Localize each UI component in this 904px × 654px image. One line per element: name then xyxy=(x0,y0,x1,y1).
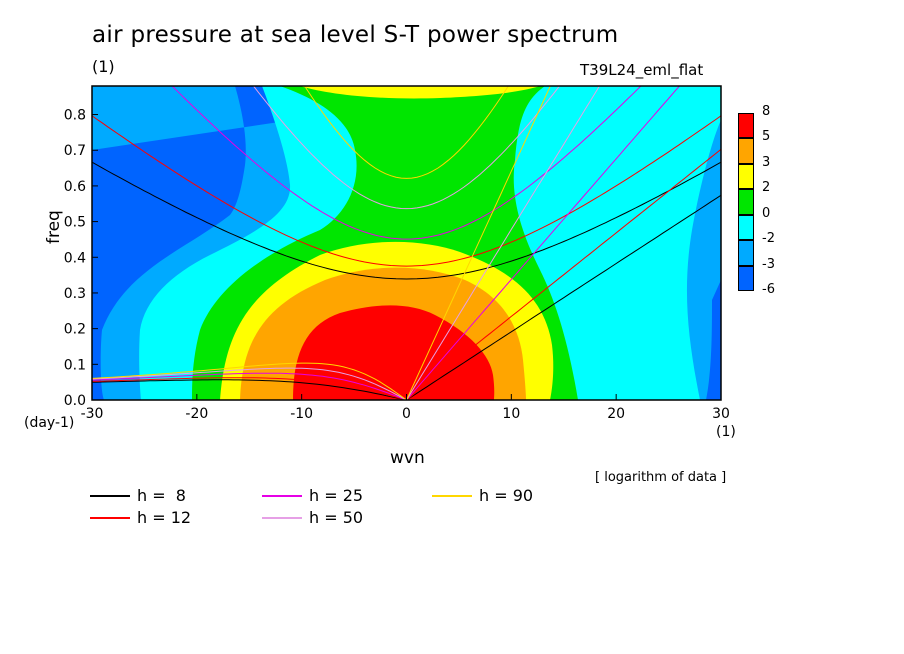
x-tick-label: 20 xyxy=(607,406,625,422)
colorbar-swatch xyxy=(738,113,754,139)
kelvin-curve xyxy=(406,86,681,400)
rossby-curve xyxy=(92,367,407,400)
log-note: [ logarithm of data ] xyxy=(595,470,727,485)
curve-legend: h = 8 h = 12 h = 25 h = 50 h = 90 xyxy=(90,486,610,530)
colorbar-label: -3 xyxy=(762,256,775,272)
contour-level-2-top xyxy=(300,86,540,99)
colorbar-label: 0 xyxy=(762,205,771,221)
rossby-curve xyxy=(92,362,407,400)
inertio-gravity-curve xyxy=(92,161,721,280)
kelvin-curve xyxy=(406,86,551,400)
colorbar-label: 5 xyxy=(762,129,771,145)
legend-label: h = 8 xyxy=(137,486,186,505)
y-tick-label: 0.7 xyxy=(64,143,86,159)
colorbar-swatch xyxy=(738,189,754,215)
x-axis-label: wvn xyxy=(390,448,425,468)
colorbar: 8 5 3 2 0 -2 -3 -6 xyxy=(738,104,775,297)
colorbar-label: -2 xyxy=(762,231,775,247)
y-tick-label: 0.6 xyxy=(64,179,86,195)
inertio-gravity-curve xyxy=(304,86,509,179)
y-tick-label: 0.8 xyxy=(64,108,86,124)
rossby-curve xyxy=(92,379,407,400)
dispersion-curves xyxy=(92,86,721,400)
inertio-gravity-curve xyxy=(171,86,642,240)
x-axis-unit: (1) xyxy=(716,424,736,440)
x-tick-label: -10 xyxy=(290,406,313,422)
legend-swatch xyxy=(262,495,302,497)
colorbar-swatch xyxy=(738,240,754,266)
legend-swatch xyxy=(90,517,130,519)
contour-level-5 xyxy=(293,305,495,400)
x-tick-label: 30 xyxy=(712,406,730,422)
colorbar-swatch xyxy=(738,138,754,164)
y-tick-label: 0.1 xyxy=(64,357,86,373)
kelvin-curve xyxy=(406,86,601,400)
y-tick-label: 0.4 xyxy=(64,250,86,266)
y-tick-label: 0.5 xyxy=(64,215,86,231)
chart-title: air pressure at sea level S-T power spec… xyxy=(92,22,619,48)
experiment-name: T39L24_eml_flat xyxy=(580,61,704,79)
rossby-curve xyxy=(92,377,407,400)
legend-swatch xyxy=(432,495,472,497)
axis-ticks: -30 -20 -10 0 10 20 30 0.0 0.1 0.2 0.3 0.4 0.5 0.6 0.7… xyxy=(64,108,730,422)
legend-label: h = 90 xyxy=(479,486,534,505)
y-tick-label: 0.2 xyxy=(64,322,86,338)
kelvin-curve xyxy=(406,194,721,400)
y-tick-label: 0.0 xyxy=(64,393,86,409)
y-tick-label: 0.3 xyxy=(64,286,86,302)
inertio-gravity-curve xyxy=(92,115,721,267)
legend-label: h = 12 xyxy=(137,508,192,527)
inertio-gravity-curve xyxy=(252,86,561,210)
colorbar-swatch xyxy=(738,265,754,291)
x-tick-label: -20 xyxy=(185,406,208,422)
colorbar-swatch xyxy=(738,163,754,190)
kelvin-curve xyxy=(406,148,721,400)
colorbar-label: -6 xyxy=(762,282,775,297)
colorbar-label: 8 xyxy=(762,104,771,119)
colorbar-label: 3 xyxy=(762,154,771,170)
y-axis-label: freq xyxy=(44,210,64,244)
title-unit: (1) xyxy=(92,57,115,76)
legend-swatch xyxy=(90,495,130,497)
colorbar-label: 2 xyxy=(762,180,771,196)
legend-label: h = 50 xyxy=(309,508,364,527)
x-tick-label: 0 xyxy=(402,406,411,422)
x-tick-label: -30 xyxy=(81,406,104,422)
y-axis-unit: (day-1) xyxy=(24,415,75,431)
rossby-curve xyxy=(92,372,407,400)
legend-label: h = 25 xyxy=(309,486,364,505)
colorbar-swatch xyxy=(738,214,754,241)
legend-swatch xyxy=(262,517,302,519)
x-tick-label: 10 xyxy=(502,406,520,422)
